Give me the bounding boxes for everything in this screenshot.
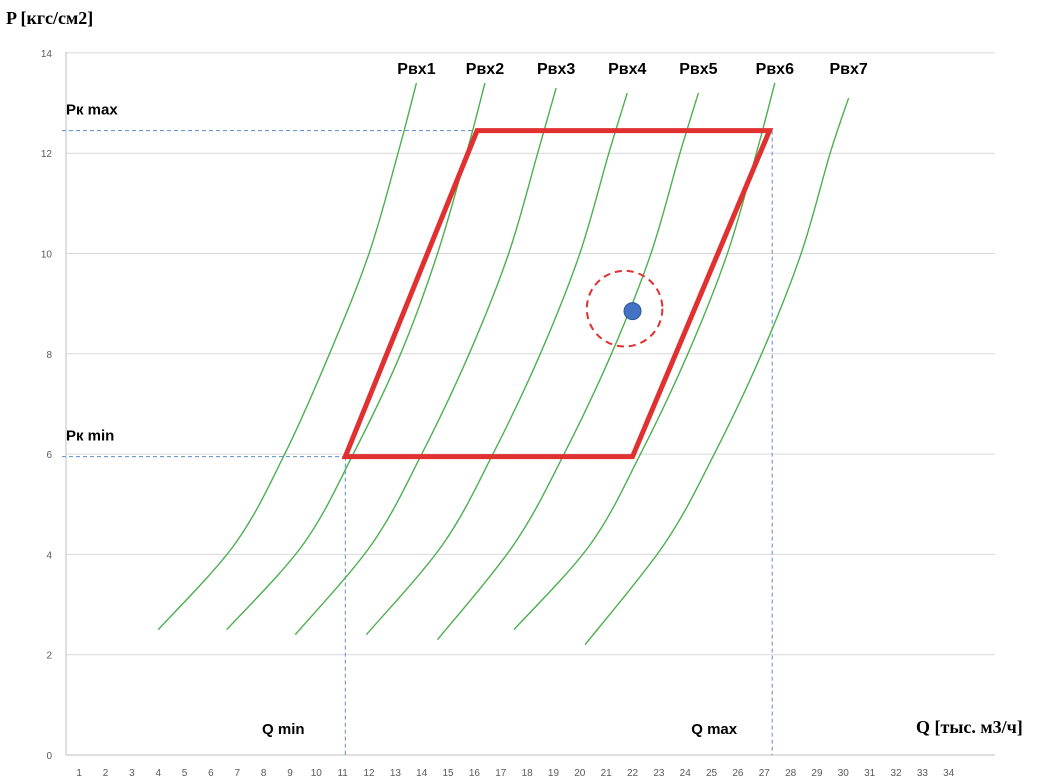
y-axis-title: P [кгс/см2] <box>6 8 93 28</box>
y-tick-label: 4 <box>46 550 52 561</box>
x-tick-label: 6 <box>208 768 214 779</box>
y-tick-label: 12 <box>41 149 53 160</box>
series-label: Рвх4 <box>608 61 646 78</box>
x-tick-label: 21 <box>601 768 613 779</box>
x-tick-label: 26 <box>732 768 744 779</box>
y-tick-label: 0 <box>46 751 52 762</box>
x-tick-label: 15 <box>443 768 455 779</box>
x-axis-title: Q [тыс. м3/ч] <box>916 717 1023 737</box>
x-tick-label: 18 <box>522 768 534 779</box>
x-tick-label: 10 <box>311 768 323 779</box>
x-tick-label: 5 <box>182 768 188 779</box>
x-tick-label: 8 <box>261 768 267 779</box>
y-tick-label: 6 <box>46 450 52 461</box>
x-tick-label: 19 <box>548 768 560 779</box>
operating-point <box>623 302 642 321</box>
series-label: Рвх1 <box>397 61 435 78</box>
x-tick-label: 13 <box>390 768 402 779</box>
annotation-label: Q max <box>691 721 738 738</box>
uncertainty-circle <box>585 269 664 348</box>
series-label: Рвх7 <box>829 61 867 78</box>
x-tick-label: 29 <box>811 768 823 779</box>
series-label: Рвх6 <box>756 61 794 78</box>
x-tick-label: 7 <box>234 768 240 779</box>
x-tick-label: 16 <box>469 768 481 779</box>
curves <box>157 82 850 646</box>
x-tick-label: 27 <box>759 768 771 779</box>
series-label: Рвх3 <box>537 61 575 78</box>
x-tick-label: 32 <box>890 768 902 779</box>
x-tick-label: 24 <box>680 768 692 779</box>
x-tick-label: 2 <box>103 768 109 779</box>
x-tick-label: 30 <box>838 768 850 779</box>
y-tick-label: 14 <box>41 49 53 60</box>
series-line <box>294 87 557 636</box>
x-tick-label: 20 <box>574 768 586 779</box>
series-line <box>436 92 700 641</box>
guide-lines <box>62 130 773 755</box>
series-line <box>513 82 776 631</box>
x-tick-label: 25 <box>706 768 718 779</box>
series-line <box>584 97 850 646</box>
series-label: Рвх2 <box>466 61 504 78</box>
x-tick-label: 34 <box>943 768 955 779</box>
y-tick-label: 2 <box>46 651 52 662</box>
series-label: Рвх5 <box>679 61 717 78</box>
x-tick-label: 3 <box>129 768 135 779</box>
x-tick-label: 33 <box>917 768 929 779</box>
y-tick-label: 10 <box>41 250 53 261</box>
x-tick-label: 17 <box>495 768 507 779</box>
annotation-label: Рк min <box>66 428 114 445</box>
y-tick-label: 8 <box>46 350 52 361</box>
axes <box>65 52 995 756</box>
x-tick-label: 11 <box>337 768 348 779</box>
x-tick-label: 22 <box>627 768 639 779</box>
series-line <box>365 92 628 636</box>
x-tick-label: 28 <box>785 768 797 779</box>
x-tick-label: 12 <box>363 768 375 779</box>
annotation-label: Q min <box>262 721 305 738</box>
operating-point-group <box>585 269 664 348</box>
x-tick-label: 4 <box>155 768 161 779</box>
x-tick-label: 1 <box>76 768 82 779</box>
series-line <box>157 82 418 631</box>
grid <box>66 52 995 656</box>
x-tick-label: 9 <box>287 768 293 779</box>
series-line <box>226 82 486 631</box>
x-tick-label: 31 <box>864 768 876 779</box>
annotation-label: Рк max <box>66 102 118 119</box>
operating-region-polygon <box>341 128 774 460</box>
x-tick-label: 14 <box>416 768 428 779</box>
x-tick-label: 23 <box>653 768 665 779</box>
operating-region <box>341 128 774 460</box>
